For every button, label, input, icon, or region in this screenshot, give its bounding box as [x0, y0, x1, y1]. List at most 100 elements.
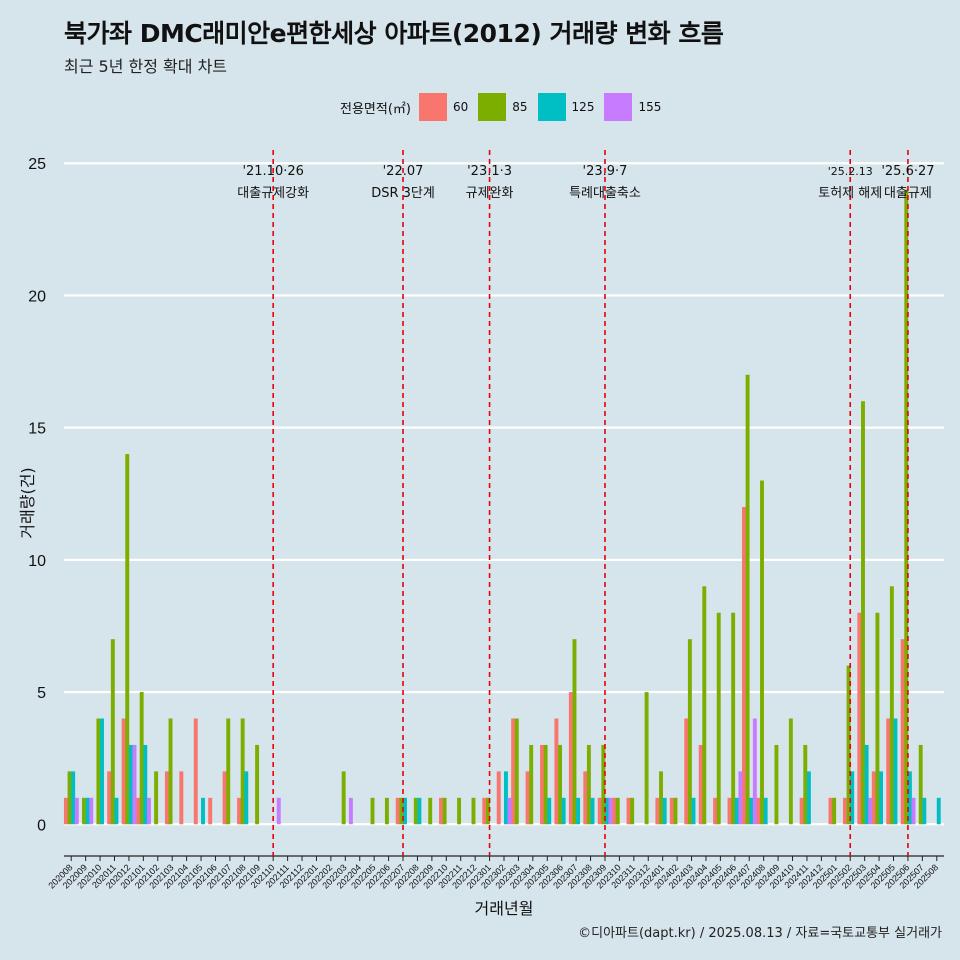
bar-85-202205: [370, 797, 375, 825]
bar-85-202407: [745, 374, 750, 825]
bar-125-202108: [244, 771, 249, 825]
bar-60-202306: [554, 718, 559, 825]
bar-125-202306: [561, 797, 566, 825]
y-tick-label: 25: [28, 156, 46, 173]
legend-key-155: [604, 93, 633, 121]
bar-60-202405: [713, 797, 718, 825]
bar-155-202406: [738, 771, 743, 825]
bar-125-202406: [734, 797, 739, 825]
bar-60-202008: [63, 797, 68, 825]
bar-85-202409: [774, 744, 779, 825]
bar-60-202104: [179, 771, 184, 825]
bar-125-202505: [893, 718, 898, 825]
bar-85-202504: [875, 612, 880, 825]
bar-125-202407: [749, 797, 754, 825]
event-date-label-0: '21.10·26: [242, 164, 303, 179]
bar-125-202008: [71, 771, 76, 825]
bar-60-202401: [655, 797, 660, 825]
legend-label-125: 125: [571, 100, 595, 114]
bar-85-202307: [572, 639, 577, 825]
event-desc-label-2: 규제완화: [466, 186, 514, 201]
bar-125-202506: [907, 771, 912, 825]
bar-125-202010: [100, 718, 104, 825]
bar-60-202402: [669, 797, 674, 825]
bar-85-202109: [255, 744, 260, 825]
bar-125-202308: [590, 797, 595, 825]
bar-155-202309: [608, 797, 613, 825]
bar-155-202407: [752, 718, 757, 825]
bar-85-202311: [630, 797, 635, 825]
bar-85-202207: [399, 797, 404, 825]
bar-125-202403: [691, 797, 696, 825]
bar-60-202106: [208, 797, 213, 825]
bar-85-202206: [384, 797, 389, 825]
bar-60-202108: [237, 797, 242, 825]
bar-85-202403: [687, 639, 692, 825]
bar-60-202303: [511, 718, 516, 825]
bar-85-202211: [457, 797, 462, 825]
bar-60-202207: [395, 797, 400, 825]
bar-60-202411: [799, 797, 804, 825]
bar-125-202504: [879, 771, 884, 825]
bar-125-202305: [547, 797, 552, 825]
bar-155-202101: [146, 797, 151, 825]
bar-60-202103: [164, 771, 169, 825]
bar-60-202309: [597, 797, 602, 825]
event-date-label-5: '25.6·27: [881, 164, 934, 179]
y-tick-label: 15: [28, 421, 46, 438]
legend-key-125: [537, 93, 566, 121]
bar-125-202105: [201, 797, 205, 825]
event-desc-label-4: 토허제 해제: [818, 186, 882, 201]
bar-60-202308: [583, 771, 588, 825]
bar-125-202011: [114, 797, 119, 825]
bar-125-202307: [576, 797, 581, 825]
event-desc-label-0: 대출규제강화: [237, 186, 309, 201]
bar-85-202402: [673, 797, 678, 825]
bar-85-202304: [529, 744, 534, 825]
bar-85-202503: [861, 401, 865, 825]
bar-60-202311: [626, 797, 631, 825]
bar-155-202008: [74, 797, 79, 825]
bar-85-202502: [846, 665, 851, 825]
bar-125-202411: [806, 771, 811, 825]
bar-60-202011: [107, 771, 112, 825]
y-tick-label: 20: [28, 288, 46, 305]
y-axis-title: 거래량(건): [18, 467, 37, 538]
bar-85-202312: [644, 692, 649, 825]
event-date-label-4: '25.2.13: [828, 165, 873, 178]
bar-155-202503: [868, 797, 873, 825]
bar-85-202505: [889, 586, 894, 825]
bar-125-202208: [417, 797, 422, 825]
bar-125-202207: [403, 797, 407, 825]
bar-85-202011: [110, 639, 115, 825]
bar-60-202310: [612, 797, 617, 825]
event-desc-label-5: 대출규제: [884, 186, 932, 201]
event-date-label-1: '22.07: [383, 164, 424, 179]
bar-125-202012: [128, 744, 133, 825]
bar-125-202309: [604, 797, 609, 825]
bar-60-202107: [222, 771, 227, 825]
bar-85-202306: [558, 744, 563, 825]
legend-label-85: 85: [512, 100, 528, 114]
bar-85-202212: [471, 797, 476, 825]
bar-85-202107: [226, 718, 231, 825]
bar-155-202110: [276, 797, 281, 825]
event-desc-label-1: DSR 3단계: [371, 186, 435, 201]
event-date-label-3: '23.9·7: [583, 164, 628, 179]
bar-85-202305: [543, 744, 548, 825]
bar-60-202101: [136, 797, 141, 825]
y-tick-label: 0: [37, 817, 46, 834]
bar-60-202404: [698, 744, 703, 825]
bar-60-202503: [857, 612, 862, 825]
bar-125-202507: [922, 797, 927, 825]
bar-60-202403: [684, 718, 689, 825]
bar-85-202406: [731, 612, 736, 825]
bar-125-202302: [504, 771, 508, 825]
legend-key-60: [418, 93, 447, 121]
bar-85-202408: [760, 480, 764, 825]
bar-85-202410: [788, 718, 793, 825]
bar-125-202408: [763, 797, 768, 825]
bar-155-202506: [911, 797, 916, 825]
bar-125-202009: [85, 797, 90, 825]
